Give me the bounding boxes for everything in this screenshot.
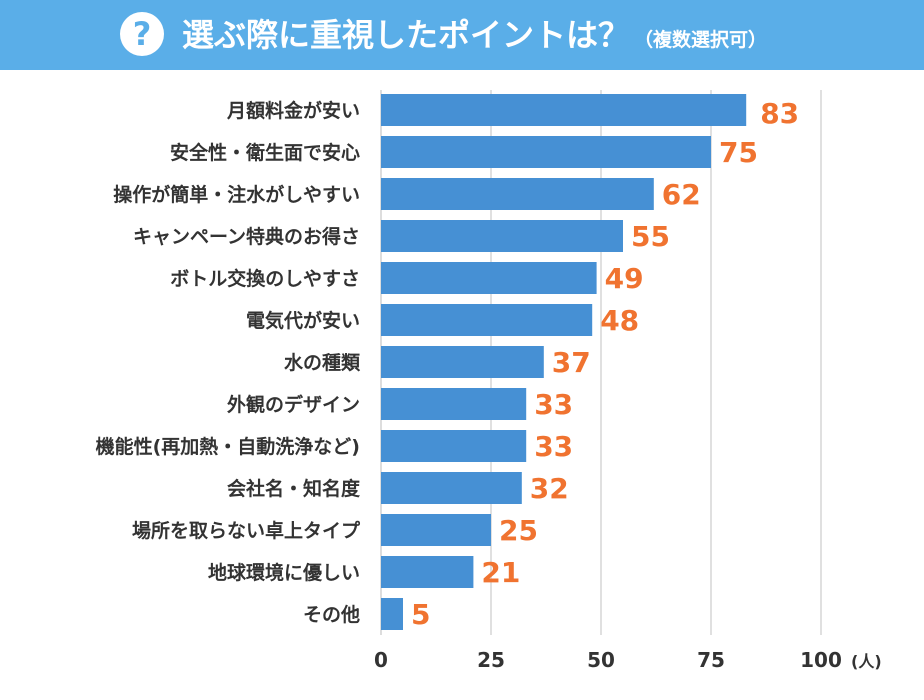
- bar: [381, 94, 747, 126]
- category-label: 地球環境に優しい: [208, 561, 360, 584]
- chart-title: 選ぶ際に重視したポイントは？ （複数選択可）: [182, 12, 767, 58]
- value-label: 33: [534, 388, 573, 421]
- value-label: 5: [411, 598, 430, 631]
- labels: 0 25 50 75 100 (人) 月額料金が安い 83 安全性・衛生面で安心 75 操作が簡単・…: [96, 97, 882, 672]
- x-tick-label-50: 50: [587, 648, 615, 672]
- category-label: 操作が簡単・注水がしやすい: [113, 183, 360, 206]
- x-axis-unit: (人): [851, 652, 882, 671]
- value-label: 83: [760, 97, 799, 130]
- x-tick-label-100: 100: [800, 648, 842, 672]
- value-label: 48: [600, 304, 639, 337]
- category-label: 外観のデザイン: [227, 393, 360, 416]
- value-label: 75: [719, 136, 758, 169]
- x-tick-label-0: 0: [374, 648, 388, 672]
- bar: [381, 556, 474, 588]
- bars: [381, 94, 747, 630]
- category-label: 電気代が安い: [246, 309, 360, 332]
- bar: [381, 388, 527, 420]
- category-label: キャンペーン特典のお得さ: [133, 225, 360, 248]
- bar: [381, 220, 623, 252]
- value-label: 21: [481, 556, 520, 589]
- category-label: 安全性・衛生面で安心: [170, 141, 360, 164]
- question-icon: ?: [120, 12, 164, 56]
- x-tick-label-25: 25: [477, 648, 505, 672]
- category-label: 機能性(再加熱・自動洗浄など): [96, 435, 360, 458]
- category-label: 水の種類: [284, 352, 361, 374]
- value-label: 49: [605, 262, 644, 295]
- value-label: 33: [534, 430, 573, 463]
- bar: [381, 430, 527, 462]
- bar: [381, 346, 544, 378]
- bar: [381, 514, 491, 546]
- bar: [381, 262, 597, 294]
- category-label: 月額料金が安い: [226, 99, 360, 122]
- category-label: 会社名・知名度: [227, 477, 361, 500]
- bar: [381, 472, 522, 504]
- value-label: 32: [530, 472, 569, 505]
- value-label: 62: [662, 178, 701, 211]
- x-tick-label-75: 75: [697, 648, 725, 672]
- value-label: 25: [499, 514, 538, 547]
- category-label: 場所を取らない卓上タイプ: [132, 519, 361, 542]
- bar: [381, 178, 654, 210]
- bar-chart: 0 25 50 75 100 (人) 月額料金が安い 83 安全性・衛生面で安心 75 操作が簡単・…: [96, 90, 882, 672]
- category-label: その他: [303, 603, 360, 626]
- value-label: 55: [631, 220, 670, 253]
- chart-header: ? 選ぶ際に重視したポイントは？ （複数選択可）: [0, 0, 924, 70]
- category-label: ボトル交換のしやすさ: [170, 267, 360, 290]
- value-label: 37: [552, 346, 591, 379]
- bar: [381, 598, 403, 630]
- chart-subtitle: （複数選択可）: [634, 29, 768, 51]
- bar: [381, 304, 593, 336]
- chart-title-text: 選ぶ際に重視したポイントは？: [182, 16, 631, 54]
- bar: [381, 136, 711, 168]
